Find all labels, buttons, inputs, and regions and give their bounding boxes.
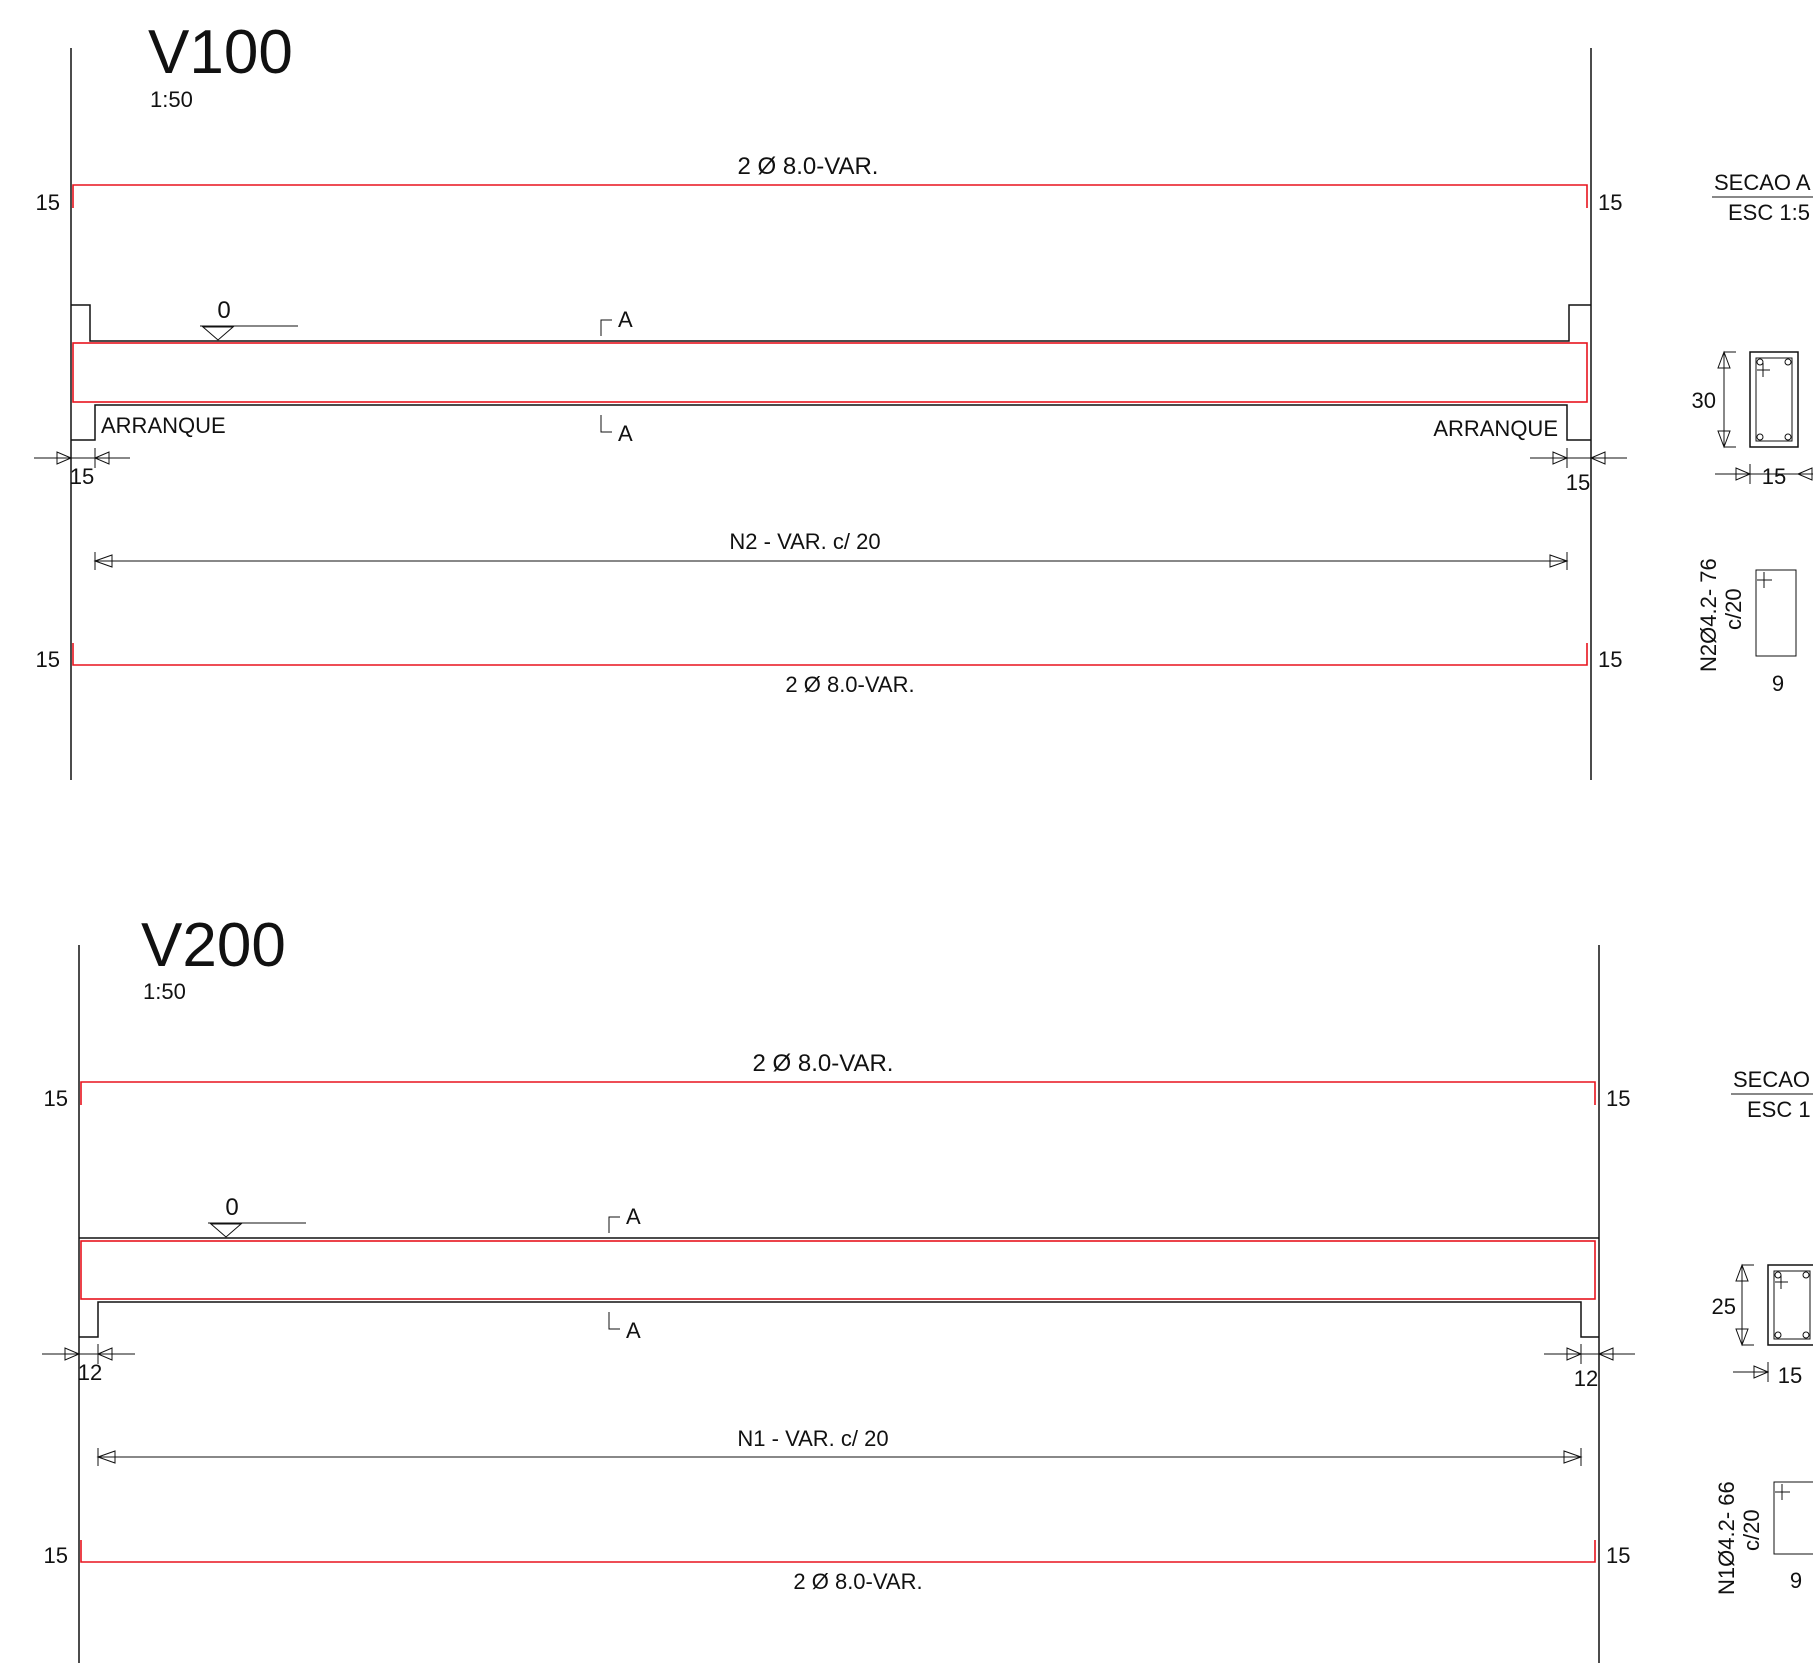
section-outline [1767, 1264, 1813, 1346]
hook-top-right: 15 [1598, 190, 1622, 215]
top-bar-label: 2 Ø 8.0-VAR. [738, 153, 879, 180]
stirrup-spacing: c/20 [1721, 588, 1746, 630]
section-detail: SECAO ESC 1 25 15 N1Ø4.2- 66 c/20 [1712, 1067, 1813, 1595]
beam-top-edge [71, 304, 1591, 342]
bottom-rebar [72, 643, 1588, 666]
hook-bottom-right: 15 [1598, 647, 1622, 672]
beam-v200: V200 1:50 2 Ø 8.0-VAR. 15 15 0 A A 12 12 [42, 911, 1813, 1663]
cut-label-bottom: A [626, 1318, 641, 1343]
level-triangle-icon [201, 326, 235, 341]
level-mark: 0 [217, 297, 230, 324]
hook-bottom-left: 15 [36, 647, 60, 672]
stirrup-width: 9 [1772, 671, 1784, 696]
level-triangle-icon [209, 1223, 243, 1238]
main-rebar-outline [72, 342, 1588, 403]
stirrup-spacing: c/20 [1739, 1509, 1764, 1551]
section-width: 15 [1778, 1363, 1802, 1388]
section-height: 30 [1692, 388, 1716, 413]
bottom-rebar [80, 1540, 1596, 1563]
beam-title: V100 [148, 18, 293, 87]
section-title: SECAO A [1714, 170, 1811, 195]
cut-mark-bottom-icon [608, 1312, 620, 1330]
support-right-label: ARRANQUE [1433, 416, 1558, 441]
section-height: 25 [1712, 1294, 1736, 1319]
stirrup-label: N1 - VAR. c/ 20 [737, 1426, 888, 1451]
support-left-dimension: 12 [42, 1344, 135, 1385]
beam-scale: 1:50 [150, 87, 193, 112]
beam-title: V200 [141, 911, 286, 980]
stirrup-code: N1Ø4.2- 66 [1714, 1481, 1739, 1595]
main-rebar-outline [80, 1240, 1596, 1300]
hook-bottom-left: 15 [44, 1543, 68, 1568]
level-mark: 0 [225, 1194, 238, 1221]
cut-label-bottom: A [618, 421, 633, 446]
stirrup-label: N2 - VAR. c/ 20 [729, 529, 880, 554]
support-right-width: 15 [1566, 470, 1590, 495]
beam-bottom-edge [71, 404, 1591, 441]
top-rebar [72, 184, 1588, 208]
section-scale: ESC 1:5 [1728, 200, 1810, 225]
bottom-bar-label: 2 Ø 8.0-VAR. [793, 1569, 922, 1594]
bottom-bar-label: 2 Ø 8.0-VAR. [785, 672, 914, 697]
section-width: 15 [1762, 464, 1786, 489]
beam-scale: 1:50 [143, 979, 186, 1004]
support-left-width: 12 [78, 1360, 102, 1385]
beam-v100: V100 1:50 2 Ø 8.0-VAR. 15 15 0 A A ARRAN… [34, 18, 1813, 780]
hook-top-left: 15 [44, 1086, 68, 1111]
stirrup-shape [1773, 1481, 1813, 1555]
section-outline [1749, 351, 1799, 448]
support-left-label: ARRANQUE [101, 413, 226, 438]
top-bar-label: 2 Ø 8.0-VAR. [753, 1050, 894, 1077]
stirrup-shape [1755, 569, 1797, 657]
support-left-dimension: 15 [34, 448, 130, 489]
hook-top-left: 15 [36, 190, 60, 215]
beam-bottom-edge [79, 1301, 1599, 1338]
cut-mark-top-icon [608, 1216, 620, 1233]
cut-mark-bottom-icon [600, 415, 612, 433]
stirrup-width: 9 [1790, 1568, 1802, 1593]
cut-label-top: A [626, 1204, 641, 1229]
support-left-width: 15 [70, 464, 94, 489]
hook-top-right: 15 [1606, 1086, 1630, 1111]
top-rebar [80, 1081, 1596, 1105]
cut-label-top: A [618, 307, 633, 332]
stirrup-code: N2Ø4.2- 76 [1696, 558, 1721, 672]
hook-bottom-right: 15 [1606, 1543, 1630, 1568]
support-right-width: 12 [1574, 1366, 1598, 1391]
section-detail: SECAO A ESC 1:5 30 15 N2Ø4.2- 76 c/20 [1692, 170, 1813, 696]
section-scale: ESC 1 [1747, 1097, 1811, 1122]
section-title: SECAO [1733, 1067, 1810, 1092]
cut-mark-top-icon [600, 319, 612, 336]
support-right-dimension: 15 [1530, 448, 1627, 495]
support-right-dimension: 12 [1544, 1344, 1635, 1391]
